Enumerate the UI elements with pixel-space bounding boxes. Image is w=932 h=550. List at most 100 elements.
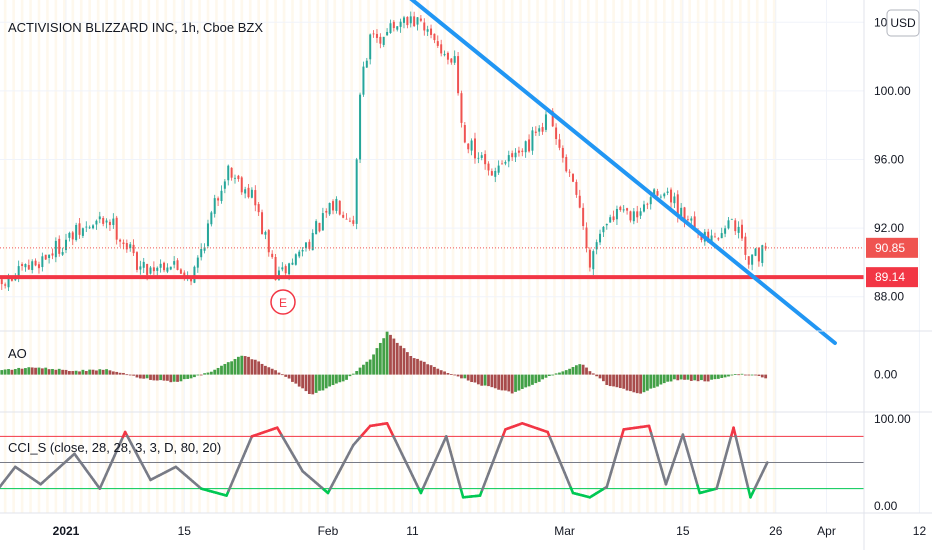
session-band — [637, 0, 641, 513]
candle-body — [54, 240, 57, 258]
ao-bar — [524, 374, 528, 388]
candle-body — [304, 242, 307, 249]
ao-bar — [132, 374, 135, 376]
ao-bar — [493, 374, 497, 389]
ao-bar — [531, 374, 534, 385]
cci-line-segment — [457, 480, 463, 492]
candle-body — [622, 209, 625, 211]
candle-body — [115, 217, 118, 240]
currency-button[interactable]: USD — [886, 9, 920, 37]
ao-bar — [720, 374, 724, 378]
cci-line-segment — [451, 457, 457, 469]
candle-body — [112, 218, 115, 225]
ao-bar — [47, 369, 51, 375]
candle-body — [663, 193, 666, 197]
candle-body — [396, 26, 399, 30]
session-band — [730, 0, 734, 513]
candle-body — [179, 269, 182, 274]
ao-bar — [44, 367, 48, 375]
ao-bar — [324, 374, 328, 389]
ao-bar — [713, 374, 717, 380]
session-band — [240, 0, 244, 513]
earnings-marker-circle[interactable] — [270, 289, 296, 315]
ao-bar — [115, 371, 119, 375]
session-band — [257, 0, 260, 513]
candle-body — [27, 265, 30, 270]
session-band — [37, 0, 41, 513]
candle-body — [318, 222, 321, 232]
ao-bar — [338, 374, 342, 383]
ao-bar — [659, 374, 663, 385]
candle-body — [453, 56, 456, 63]
ao-bar — [635, 374, 639, 394]
cci-axis-tick-label: 100.00 — [874, 412, 911, 426]
ao-bar — [561, 371, 565, 375]
candle-body — [544, 114, 547, 130]
ao-bar — [449, 374, 453, 375]
currency-button-label[interactable]: USD — [890, 16, 916, 30]
ao-bar — [723, 374, 727, 378]
cci-line-segment — [719, 464, 725, 475]
ao-bar — [409, 355, 413, 375]
candle-body — [92, 225, 95, 229]
ao-bar — [284, 374, 288, 377]
session-band — [772, 0, 776, 513]
candle-body — [254, 190, 257, 206]
session-band — [367, 0, 370, 513]
candle-body — [173, 261, 176, 265]
candle-body — [673, 196, 676, 204]
session-band — [561, 0, 565, 513]
candle-body — [294, 254, 297, 265]
candle-body — [284, 266, 287, 274]
candle-body — [345, 218, 348, 220]
ao-bar — [98, 369, 102, 375]
candle-body — [355, 159, 358, 224]
candle-body — [271, 253, 274, 258]
cci-line-segment — [742, 469, 748, 482]
ao-bar — [0, 370, 4, 375]
candle-body — [413, 16, 416, 27]
candle-body — [575, 181, 578, 195]
candle-body — [200, 249, 203, 258]
cci-axis-tick-label: 0.00 — [874, 499, 898, 513]
time-axis-tick-label: Mar — [554, 524, 575, 538]
candle-body — [612, 216, 615, 221]
ao-bar — [541, 374, 544, 380]
ao-bar — [605, 374, 609, 385]
ao-bar — [277, 372, 281, 375]
session-band — [663, 0, 666, 513]
candle-body — [541, 127, 544, 132]
candle-body — [494, 170, 497, 177]
last-price-tag-label: 90.85 — [875, 241, 905, 255]
candle-body — [379, 36, 382, 44]
session-band — [477, 0, 480, 513]
ao-bar — [385, 331, 389, 375]
price-axis-tick-label: 92.00 — [874, 221, 904, 235]
ao-bar — [159, 374, 163, 381]
candle-body — [129, 244, 132, 249]
earnings-marker[interactable]: E — [270, 289, 296, 315]
ao-bar — [456, 374, 460, 377]
candle-body — [629, 211, 632, 221]
ao-bar — [662, 374, 666, 384]
candle-body — [48, 254, 51, 258]
earnings-marker-label[interactable]: E — [279, 296, 287, 310]
session-band — [595, 0, 598, 513]
ao-bar — [666, 374, 670, 382]
ao-bar — [88, 369, 92, 375]
candle-body — [490, 171, 493, 176]
session-band — [519, 0, 522, 513]
ao-bar — [504, 374, 507, 391]
candle-body — [588, 249, 591, 268]
candle-body — [636, 211, 639, 218]
candle-body — [163, 262, 166, 271]
cci-line-segment — [725, 441, 731, 452]
candle-body — [169, 266, 172, 270]
ao-bar — [145, 374, 149, 379]
session-band — [434, 0, 438, 513]
currency-button-frame[interactable] — [886, 9, 920, 37]
candle-body — [653, 189, 656, 196]
candle-body — [430, 28, 433, 35]
ao-bar — [439, 370, 443, 375]
